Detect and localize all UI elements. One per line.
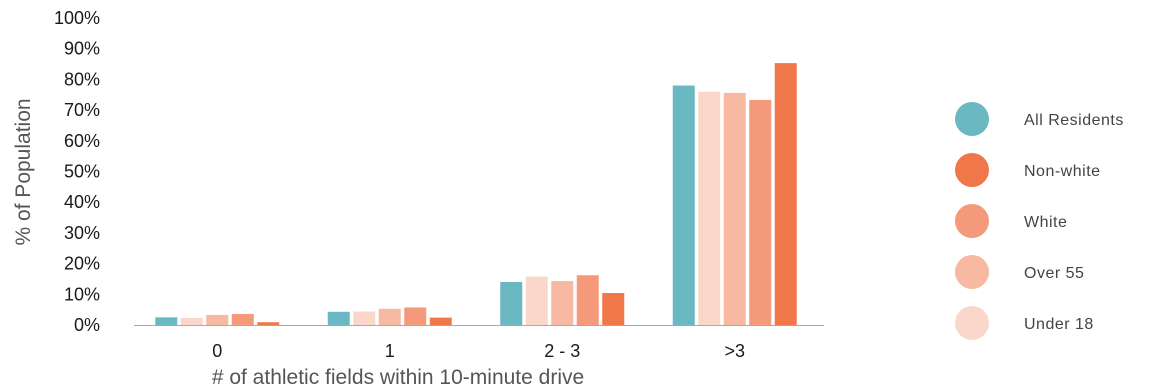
legend-swatch [955, 102, 989, 136]
y-tick-label: 70% [64, 100, 100, 120]
bar [429, 317, 452, 325]
legend-label: White [1024, 214, 1067, 231]
bar [672, 85, 695, 325]
bar [257, 322, 280, 325]
bar [327, 311, 350, 325]
legend-swatch [955, 255, 989, 289]
y-tick-label: 20% [64, 254, 100, 274]
bar [231, 313, 254, 325]
bar [206, 314, 229, 325]
bar [525, 276, 548, 325]
x-tick-label: 0 [212, 341, 222, 361]
y-tick-label: 60% [64, 131, 100, 151]
bar [353, 311, 376, 325]
bar [774, 63, 797, 326]
y-axis-ticks: 0% 10% 20% 30% 40% 50% 60% 70% 80% 90% 100% [54, 8, 100, 335]
legend: All Residents Non-white White Over 55 Under … [955, 102, 1124, 340]
y-tick-label: 50% [64, 162, 100, 182]
legend-swatch [955, 204, 989, 238]
x-tick-label: 1 [385, 341, 395, 361]
bar [500, 282, 523, 325]
legend-label: Non-white [1024, 163, 1101, 180]
bar [378, 308, 401, 325]
bar [602, 293, 625, 325]
x-tick-label: >3 [724, 341, 745, 361]
y-tick-label: 10% [64, 284, 100, 304]
y-tick-label: 0% [74, 315, 100, 335]
bar [551, 281, 574, 325]
bars [155, 63, 797, 326]
bar [180, 317, 203, 325]
y-tick-label: 30% [64, 223, 100, 243]
legend-label: Under 18 [1024, 316, 1094, 333]
bar [698, 91, 721, 326]
bar [576, 275, 599, 325]
bar [155, 317, 178, 325]
legend-label: All Residents [1024, 112, 1124, 129]
x-tick-label: 2 - 3 [544, 341, 580, 361]
y-tick-label: 100% [54, 8, 100, 28]
bar [404, 307, 427, 325]
legend-label: Over 55 [1024, 265, 1084, 282]
bar [749, 99, 772, 326]
y-tick-label: 80% [64, 69, 100, 89]
x-axis-categories: 0 1 2 - 3 >3 [212, 341, 745, 361]
y-tick-label: 90% [64, 39, 100, 59]
y-tick-label: 40% [64, 192, 100, 212]
y-axis-title: % of Population [12, 98, 35, 245]
bar [723, 92, 746, 326]
legend-swatch [955, 153, 989, 187]
x-axis-title: # of athletic fields within 10-minute dr… [212, 366, 584, 389]
legend-swatch [955, 306, 989, 340]
